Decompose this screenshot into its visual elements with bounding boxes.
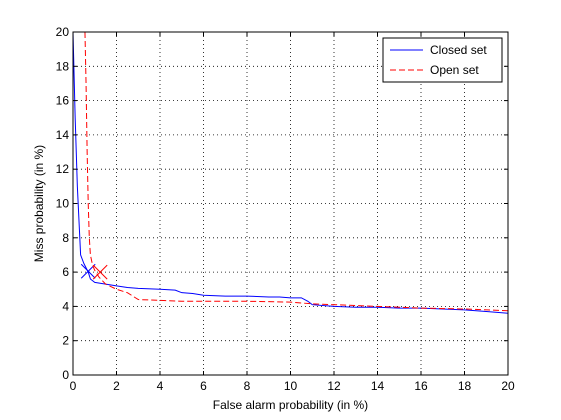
y-tick-label: 6 xyxy=(62,265,69,279)
x-tick-label: 4 xyxy=(157,379,164,393)
series-marker-1 xyxy=(92,264,108,280)
series-line-1 xyxy=(84,31,509,312)
y-tick-label: 0 xyxy=(62,368,69,382)
y-tick-label: 12 xyxy=(56,162,70,176)
x-tick-label: 6 xyxy=(200,379,207,393)
x-axis-label: False alarm probability (in %) xyxy=(213,398,368,412)
legend-box xyxy=(382,37,503,83)
tick-marks xyxy=(72,31,509,376)
series-layer xyxy=(72,31,509,314)
y-tick-label: 10 xyxy=(56,197,70,211)
y-tick-label: 16 xyxy=(56,94,70,108)
x-tick-label: 2 xyxy=(113,379,120,393)
plot-frame xyxy=(72,31,509,376)
y-axis-label: Miss probability (in %) xyxy=(32,145,46,262)
y-tick-label: 14 xyxy=(56,128,70,142)
x-tick-label: 0 xyxy=(70,379,77,393)
x-tick-label: 18 xyxy=(458,379,472,393)
y-tick-label: 2 xyxy=(62,334,69,348)
grid xyxy=(73,32,508,375)
tick-labels: 0 2 4 6 8 10 12 14 16 18 20 0 2 4 6 8 10 12 14 16 18 20 xyxy=(56,25,515,393)
x-tick-label: 12 xyxy=(327,379,341,393)
y-tick-label: 20 xyxy=(56,25,70,39)
x-tick-label: 14 xyxy=(371,379,385,393)
x-tick-label: 8 xyxy=(244,379,251,393)
x-tick-label: 20 xyxy=(501,379,515,393)
x-tick-label: 10 xyxy=(284,379,298,393)
y-tick-label: 18 xyxy=(56,59,70,73)
legend: Closed set Open set xyxy=(382,37,503,83)
y-tick-label: 4 xyxy=(62,299,69,313)
series-line-0 xyxy=(72,31,509,314)
x-tick-label: 16 xyxy=(414,379,428,393)
legend-entry-open-set: Open set xyxy=(430,63,479,77)
y-tick-label: 8 xyxy=(62,231,69,245)
legend-entry-closed-set: Closed set xyxy=(430,43,487,57)
